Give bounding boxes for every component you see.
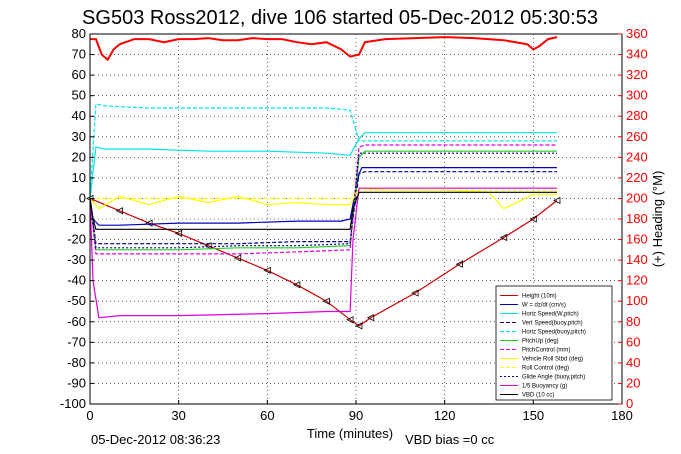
- y-tick-label-7: 10: [72, 170, 86, 185]
- height-point-9: [346, 316, 354, 324]
- height-point-5: [233, 254, 242, 262]
- y-tick-label-2: 60: [72, 67, 86, 82]
- series-line-pitch_up: [89, 150, 557, 251]
- series-line-pitch_control: [89, 144, 557, 255]
- series-line-vehicle_roll: [89, 187, 557, 210]
- y-right-tick-label-14: 80: [626, 314, 640, 329]
- legend-label-pitch_control: PitchControl (mm): [522, 348, 570, 354]
- y-right-tick-label-16: 40: [626, 355, 640, 370]
- legend-label-roll_control: Roll Control (deg): [522, 366, 569, 372]
- series-line-buoyancy: [89, 187, 557, 319]
- legend-label-pitch_up: PitchUp (deg): [522, 339, 559, 345]
- height-point-10: [355, 322, 363, 330]
- y-right-tick-label-1: 340: [626, 47, 648, 62]
- series-layer: [86, 36, 561, 330]
- series-line-vert_speed_buoy: [89, 171, 557, 245]
- x-tick-label-5: 150: [522, 408, 544, 423]
- y-tick-label-4: 40: [72, 108, 86, 123]
- legend-label-vert_speed_buoy: Vert Speed(buoy,pitch): [522, 321, 583, 327]
- y-tick-label-12: -40: [67, 273, 86, 288]
- footer-timestamp: 05-Dec-2012 08:36:23: [91, 432, 220, 447]
- legend-label-horiz_speed_w: Horiz Speed(W,pitch): [522, 312, 579, 318]
- x-tick-label-6: 180: [611, 408, 633, 423]
- height-point-12: [411, 289, 419, 297]
- legend-label-horiz_speed_buoy: Horiz Speed(buoy,pitch): [522, 330, 586, 336]
- height-point-11: [366, 314, 375, 322]
- chart-title: SG503 Ross2012, dive 106 started 05-Dec-…: [82, 7, 598, 29]
- y-tick-label-1: 70: [72, 47, 86, 62]
- y-right-tick-label-2: 320: [626, 67, 648, 82]
- y-right-tick-label-4: 280: [626, 108, 648, 123]
- series-line-horiz_speed_w: [89, 132, 557, 199]
- y-tick-label-0: 80: [72, 26, 86, 41]
- y-right-tick-label-15: 60: [626, 334, 640, 349]
- legend-label-glide_angle: Glide Angle (buoy,pitch): [522, 375, 585, 381]
- series-line-horiz_speed_buoy: [89, 103, 557, 199]
- y-tick-label-3: 50: [72, 88, 86, 103]
- y-right-tick-label-10: 160: [626, 232, 648, 247]
- legend-label-buoyancy: 1/5 Buoyancy (g): [522, 384, 567, 390]
- height-point-3: [174, 229, 183, 238]
- x-axis-label: Time (minutes): [307, 426, 393, 441]
- legend-label-vbd: VBD (10 cc): [522, 393, 554, 399]
- y-right-tick-label-6: 240: [626, 149, 648, 164]
- height-point-8: [322, 297, 330, 305]
- series-line-roll_control: [90, 189, 557, 199]
- x-tick-label-1: 30: [171, 408, 185, 423]
- y-tick-label-14: -60: [67, 314, 86, 329]
- y-right-tick-label-8: 200: [626, 190, 648, 205]
- x-tick-label-3: 90: [349, 408, 363, 423]
- left-axis: 80 70 60 50 40 30 20 10 0 -10 -20 -30 -40 -50 -60 -70 -8…: [60, 26, 94, 411]
- x-tick-label-2: 60: [260, 408, 274, 423]
- series-line-height: [89, 197, 558, 327]
- y-right-tick-label-9: 180: [626, 211, 648, 226]
- legend-label-vehicle_roll: Vehicle Roll Stbd (deg): [522, 357, 583, 363]
- height-point-7: [292, 281, 301, 289]
- y-tick-label-5: 30: [72, 129, 86, 144]
- series-line-vbd: [89, 191, 557, 230]
- footer-vbd-bias: VBD bias =0 cc: [405, 432, 495, 447]
- y-tick-label-15: -70: [67, 334, 86, 349]
- legend-label-w: W = dz/dt (cm/s): [522, 303, 566, 309]
- series-line-w: [89, 167, 557, 226]
- y-right-tick-label-17: 20: [626, 375, 640, 390]
- y-right-tick-label-11: 140: [626, 252, 648, 267]
- bottom-axis: 0 30 60 90 120 150 180: [86, 400, 633, 423]
- series-line-glide_angle: [89, 152, 557, 249]
- y-right-tick-label-18: 0: [626, 396, 633, 411]
- right-axis: 3603403203002802602402202001801601401201…: [618, 26, 648, 411]
- y-tick-label-9: -10: [67, 211, 86, 226]
- y-tick-label-8: 0: [79, 190, 86, 205]
- y-right-tick-label-7: 220: [626, 170, 648, 185]
- y-right-tick-label-5: 260: [626, 129, 648, 144]
- legend: Height (10m) W = dz/dt (cm/s) Horiz Speed(…: [495, 285, 613, 401]
- y-tick-label-18: -100: [60, 396, 86, 411]
- height-point-6: [263, 266, 271, 275]
- y-right-tick-label-12: 120: [626, 273, 648, 288]
- y-tick-label-10: -20: [67, 232, 86, 247]
- y-axis-label-right: (+) Heading (°M): [650, 171, 665, 268]
- height-point-13: [455, 260, 463, 268]
- series-line-heading: [90, 36, 558, 62]
- y-right-tick-label-3: 300: [626, 88, 648, 103]
- height-point-14: [499, 233, 508, 242]
- x-tick-label-4: 120: [434, 408, 456, 423]
- height-point-15: [529, 215, 537, 223]
- y-tick-label-13: -50: [67, 293, 86, 308]
- x-tick-label-0: 0: [86, 408, 93, 423]
- y-tick-label-16: -80: [67, 355, 86, 370]
- height-point-1: [115, 207, 123, 215]
- legend-label-height: Height (10m): [522, 294, 557, 300]
- y-right-tick-label-0: 360: [626, 26, 648, 41]
- y-right-tick-label-13: 100: [626, 293, 648, 308]
- y-tick-label-17: -90: [67, 375, 86, 390]
- y-tick-label-11: -30: [67, 252, 86, 267]
- y-tick-label-6: 20: [72, 149, 86, 164]
- height-point-16: [553, 196, 561, 205]
